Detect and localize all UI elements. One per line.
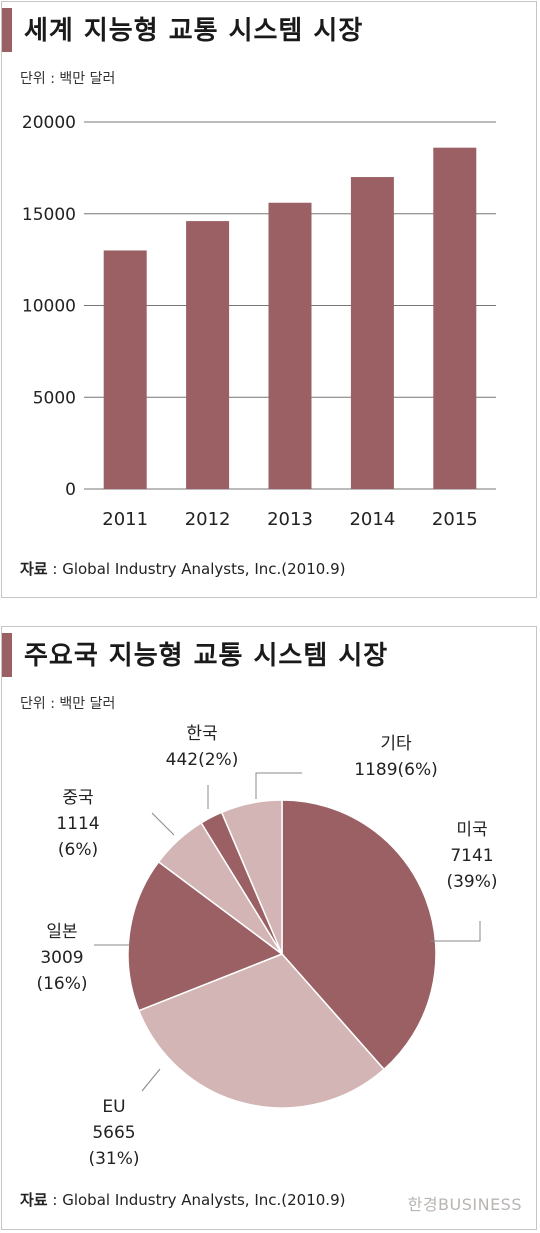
slice-label-line: (31%) [88, 1149, 139, 1169]
y-tick-label: 20000 [22, 113, 76, 133]
leader-line [255, 772, 302, 799]
bar [103, 250, 147, 489]
slice-label-line: 3009 [40, 948, 83, 968]
y-tick-label: 15000 [22, 205, 76, 225]
slice-label-line: 일본 [46, 922, 77, 942]
bar-chart: 0 5000 10000 15000 20000 2011 2012 2013 2014 2015 [22, 113, 496, 530]
pie-chart-source: 자료 : Global Industry Analysts, Inc.(2010… [20, 1189, 345, 1210]
pie-slice [137, 953, 386, 1109]
leader-line [430, 921, 481, 942]
slice-label: 중국 1114 (6%) [56, 788, 99, 860]
watermark-logo: 한경BUSINESS [407, 1195, 522, 1214]
slice-label: 한국 442(2%) [166, 724, 239, 770]
bar [350, 177, 394, 490]
x-tick-label: 2015 [432, 509, 478, 530]
bar-chart-source: 자료 : Global Industry Analysts, Inc.(2010… [20, 558, 345, 579]
slice-label-line: 한국 [186, 724, 217, 744]
y-tick-label: 10000 [22, 297, 76, 317]
slice-label-line: 1114 [56, 814, 99, 834]
slice-label-line: EU [102, 1097, 125, 1117]
pie-chart-unit: 단위 : 백만 달러 [20, 696, 116, 712]
slice-label-line: (16%) [36, 974, 87, 994]
slice-label: 미국 7141 (39%) [446, 820, 497, 892]
x-tick-label: 2013 [267, 509, 313, 530]
bar [186, 221, 230, 489]
slice-label-line: 5665 [92, 1123, 135, 1143]
source-text: : Global Industry Analysts, Inc.(2010.9) [47, 560, 346, 578]
pie-chart: 미국 7141 (39%) EU 5665 (31%) 일본 3009 (16%) 중국 1114 (… [36, 724, 497, 1169]
source-text: : Global Industry Analysts, Inc.(2010.9) [47, 1191, 346, 1209]
market-pie-chart-panel: 주요국 지능형 교통 시스템 시장 단위 : 백만 달러 미국 7141 (39%)… [1, 626, 537, 1230]
slice-label-line: 미국 [456, 820, 487, 840]
x-tick-label: 2011 [102, 509, 148, 530]
x-tick-label: 2012 [185, 509, 231, 530]
slice-label: 기타 1189(6%) [354, 734, 438, 780]
slice-label-line: (39%) [446, 872, 497, 892]
bar [433, 147, 477, 489]
slice-label-line: 중국 [62, 788, 93, 808]
source-label: 자료 [20, 1191, 48, 1209]
slice-label-line: 442(2%) [166, 750, 239, 770]
slice-label: EU 5665 (31%) [88, 1097, 139, 1169]
pie-slice [127, 860, 284, 1012]
slice-label-line: 기타 [380, 734, 412, 754]
bar-chart-title: 세계 지능형 교통 시스템 시장 [24, 16, 364, 46]
y-tick-label: 5000 [33, 388, 76, 408]
pie-slice [220, 799, 283, 955]
market-bar-chart-panel: 세계 지능형 교통 시스템 시장 단위 : 백만 달러 0 5000 10000 15… [1, 1, 537, 598]
slice-label-line: 7141 [450, 846, 493, 866]
pie-slice [281, 799, 437, 1071]
slice-label-line: (6%) [58, 840, 98, 860]
leader-line [141, 1068, 161, 1092]
y-tick-label: 0 [65, 480, 76, 500]
leader-line [151, 812, 175, 836]
title-accent-bar [2, 8, 12, 52]
title-accent-bar [2, 633, 12, 677]
slice-label: 일본 3009 (16%) [36, 922, 87, 994]
bar-chart-unit: 단위 : 백만 달러 [20, 71, 116, 87]
slice-label-line: 1189(6%) [354, 760, 438, 780]
pie-chart-title: 주요국 지능형 교통 시스템 시장 [24, 641, 389, 671]
source-label: 자료 [20, 560, 48, 578]
x-tick-label: 2014 [349, 509, 395, 530]
bar [268, 202, 312, 490]
